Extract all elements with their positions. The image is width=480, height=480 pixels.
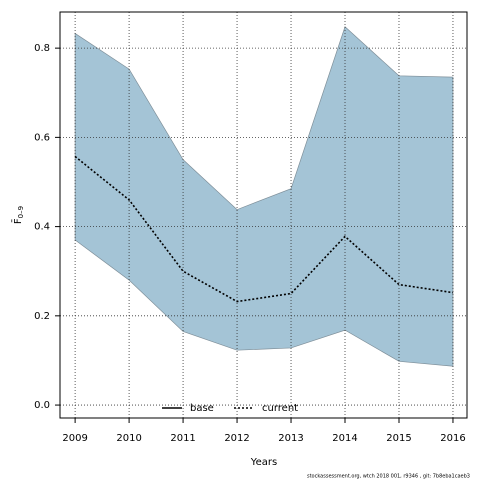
y-axis-label: F̄0–9 [11,206,25,224]
y-tick-label: 0.2 [34,311,50,322]
legend-label: base [190,403,214,414]
y-tick-label: 0.8 [34,43,50,54]
x-tick-label: 2013 [278,433,303,444]
line [74,155,454,303]
plot-frame [59,11,468,419]
y-tick-label: 0.6 [34,132,50,143]
y-tick-label: 0.4 [34,222,50,233]
confidence-band [74,26,454,367]
y-axis-label-sub: 0–9 [17,206,25,218]
y-tick-label: 0.0 [34,400,50,411]
y-axis-label-main: F̄ [11,218,24,224]
x-tick-label: 2011 [170,433,195,444]
x-tick-label: 2015 [386,433,411,444]
x-tick-label: 2010 [116,433,141,444]
legend-label: current [262,403,298,414]
x-tick-label: 2016 [440,433,465,444]
x-tick-label: 2014 [332,433,357,444]
x-axis-label: Years [250,457,277,468]
x-tick-label: 2009 [62,433,87,444]
x-tick-label: 2012 [224,433,249,444]
footer: stockassessment.org, wtch 2018 001, r934… [307,474,470,480]
